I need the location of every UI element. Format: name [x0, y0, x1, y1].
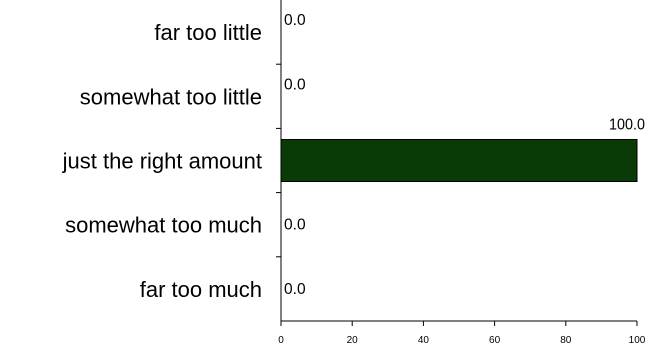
chart-bars [280, 139, 638, 182]
category-label: somewhat too much [65, 213, 262, 238]
x-tick-label: 100 [629, 335, 646, 346]
x-tick-label: 0 [278, 335, 284, 346]
x-tick-label: 60 [489, 335, 501, 346]
data-label: 0.0 [284, 217, 306, 234]
data-label: 100.0 [609, 117, 645, 134]
x-axis-ticks: 0 20 40 60 80 100 [278, 321, 646, 346]
category-label: just the right amount [62, 149, 262, 174]
x-tick-label: 20 [347, 335, 359, 346]
category-label: far too much [140, 277, 262, 302]
data-label: 0.0 [284, 12, 306, 29]
x-tick-label: 40 [418, 335, 430, 346]
data-label: 0.0 [284, 281, 306, 298]
category-labels: far too little somewhat too little just th… [62, 20, 262, 302]
data-labels: 0.0 0.0 100.0 0.0 0.0 [284, 12, 645, 298]
category-label: far too little [154, 20, 262, 45]
data-label: 0.0 [284, 76, 306, 93]
bar [280, 139, 638, 182]
x-tick-label: 80 [560, 335, 572, 346]
category-label: somewhat too little [80, 84, 262, 109]
